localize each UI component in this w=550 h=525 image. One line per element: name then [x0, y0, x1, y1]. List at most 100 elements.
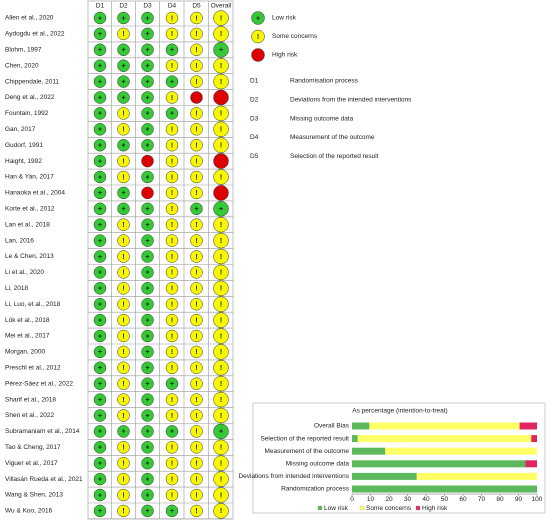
judgement-marker — [213, 280, 229, 297]
judgement-symbol: + — [170, 111, 174, 118]
judgement-marker — [165, 329, 179, 343]
judgement-symbol: ! — [171, 476, 173, 483]
study-name: Chippendale, 2011 — [5, 78, 59, 85]
judgement-marker — [213, 487, 229, 503]
study-name: Li, Luo, et al., 2018 — [5, 301, 61, 308]
judgement-symbol: ! — [220, 333, 222, 340]
judgement-symbol: + — [194, 206, 198, 213]
judgement-symbol: ! — [171, 15, 173, 22]
judgement-symbol: + — [121, 190, 125, 197]
judgement-symbol: ! — [195, 254, 197, 261]
bar-segment — [352, 447, 386, 455]
judgement-symbol: ! — [122, 476, 124, 483]
judgement-marker — [165, 409, 179, 422]
judgement-marker — [117, 313, 130, 327]
judgement-marker — [93, 456, 107, 470]
study-name: Allen et al., 2020 — [5, 15, 54, 22]
judgement-marker — [213, 185, 229, 201]
judgement-marker — [190, 186, 203, 200]
table-frame — [87, 0, 234, 520]
judgement-marker — [141, 43, 154, 57]
column-header: D1 — [96, 3, 105, 10]
judgement-symbol: + — [145, 222, 149, 229]
judgement-marker — [93, 123, 107, 136]
judgement-symbol: + — [219, 429, 223, 436]
judgement-symbol: ! — [171, 445, 173, 452]
judgement-symbol: ! — [195, 238, 197, 245]
judgement-symbol: ! — [220, 508, 222, 515]
judgement-marker — [190, 504, 203, 518]
judgement-marker — [190, 138, 203, 152]
judgement-symbol: ! — [220, 222, 222, 229]
judgement-symbol: + — [219, 206, 223, 213]
judgement-marker — [117, 441, 130, 454]
judgement-marker — [190, 472, 203, 486]
legend-symbol: ! — [257, 34, 259, 41]
judgement-symbol: ! — [195, 476, 197, 483]
judgement-marker — [213, 216, 229, 233]
judgement-symbol: ! — [195, 174, 197, 181]
judgement-symbol: + — [98, 461, 102, 468]
judgement-symbol: + — [145, 254, 149, 261]
judgement-marker — [190, 345, 203, 359]
judgement-symbol: ! — [195, 492, 197, 499]
study-name: Blohm, 1997 — [5, 47, 42, 54]
judgement-marker — [213, 439, 229, 456]
domain-code: D2 — [250, 97, 259, 104]
judgement-marker — [213, 344, 229, 360]
judgement-marker — [117, 75, 130, 88]
judgement-symbol: ! — [122, 508, 124, 515]
study-name: Hanaoka et al., 2004 — [5, 190, 65, 197]
bar-segment — [352, 460, 526, 468]
judgement-marker — [141, 393, 154, 406]
judgement-symbol: + — [145, 461, 149, 468]
judgement-symbol: + — [121, 63, 125, 70]
judgement-marker — [117, 266, 130, 279]
judgement-symbol: + — [145, 111, 149, 118]
judgement-marker — [213, 503, 229, 519]
judgement-marker — [141, 27, 154, 41]
judgement-symbol: ! — [195, 302, 197, 309]
study-name: Deng et al., 2022 — [5, 94, 55, 101]
judgement-symbol: ! — [122, 317, 124, 324]
judgement-symbol: ! — [122, 222, 124, 229]
judgement-symbol: ! — [220, 461, 222, 468]
judgement-symbol: + — [98, 429, 102, 436]
judgement-marker — [93, 234, 107, 247]
judgement-marker — [141, 107, 154, 120]
judgement-marker — [93, 218, 107, 231]
study-name: Subramaniam et al., 2014 — [5, 428, 80, 435]
chart-title: As percentage (intention-to-treat) — [352, 408, 447, 415]
judgement-symbol: + — [145, 365, 149, 372]
judgement-marker — [190, 313, 203, 327]
judgement-marker — [141, 409, 154, 422]
judgement-symbol: + — [98, 206, 102, 213]
judgement-marker — [165, 186, 179, 200]
bar-segment — [352, 472, 417, 480]
judgement-symbol: ! — [122, 492, 124, 499]
judgement-symbol: ! — [122, 270, 124, 277]
judgement-marker — [165, 218, 179, 231]
bar-segment — [352, 485, 537, 493]
x-tick-label: 80 — [496, 496, 504, 503]
judgement-marker — [141, 282, 154, 295]
judgement-marker — [141, 170, 154, 184]
judgement-marker — [141, 329, 154, 343]
judgement-symbol: ! — [220, 365, 222, 372]
judgement-marker — [141, 186, 154, 200]
judgement-symbol: + — [145, 47, 149, 54]
judgement-marker — [213, 57, 229, 74]
judgement-marker — [141, 250, 154, 263]
judgement-marker — [165, 59, 179, 72]
judgement-symbol: + — [98, 349, 102, 356]
judgement-marker — [165, 170, 179, 184]
domain-code: D1 — [250, 78, 259, 85]
study-name: Li et al., 2020 — [5, 269, 44, 276]
judgement-symbol: ! — [220, 445, 222, 452]
judgement-symbol: ! — [122, 286, 124, 293]
judgement-symbol: ! — [122, 333, 124, 340]
judgement-marker — [190, 11, 203, 25]
bar-segment — [531, 435, 537, 443]
y-tick-label: Deviations from intended interventions — [238, 473, 349, 480]
legend-swatch — [359, 505, 365, 511]
